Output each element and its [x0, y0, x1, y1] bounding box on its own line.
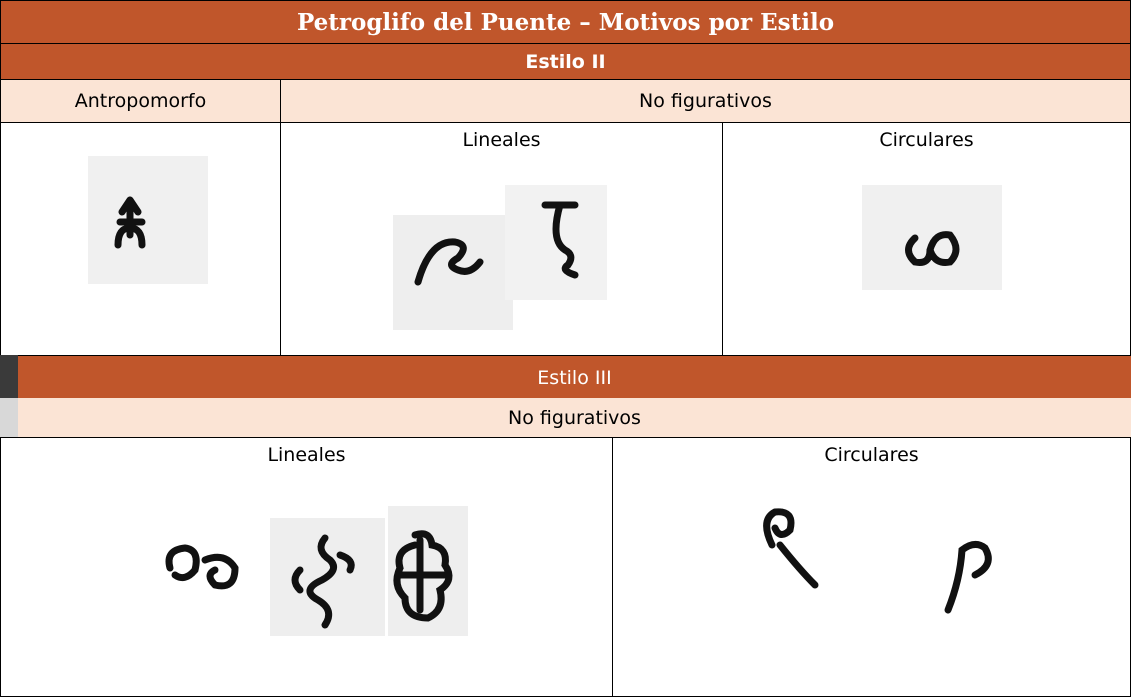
group-label: No figurativos: [18, 398, 1131, 438]
group-label: Antropomorfo: [0, 79, 281, 123]
cell: [0, 122, 281, 356]
column-label: Lineales: [280, 122, 723, 356]
column-label: Lineales: [0, 437, 613, 697]
strip: [0, 398, 18, 438]
strip: [0, 355, 18, 399]
column-label: Circulares: [722, 122, 1131, 356]
group-label: No figurativos: [280, 79, 1131, 123]
column-label: Circulares: [612, 437, 1131, 697]
section-title: Estilo III: [18, 355, 1131, 399]
section-title: Estilo II: [0, 43, 1131, 80]
title: Petroglifo del Puente – Motivos por Esti…: [0, 0, 1131, 44]
